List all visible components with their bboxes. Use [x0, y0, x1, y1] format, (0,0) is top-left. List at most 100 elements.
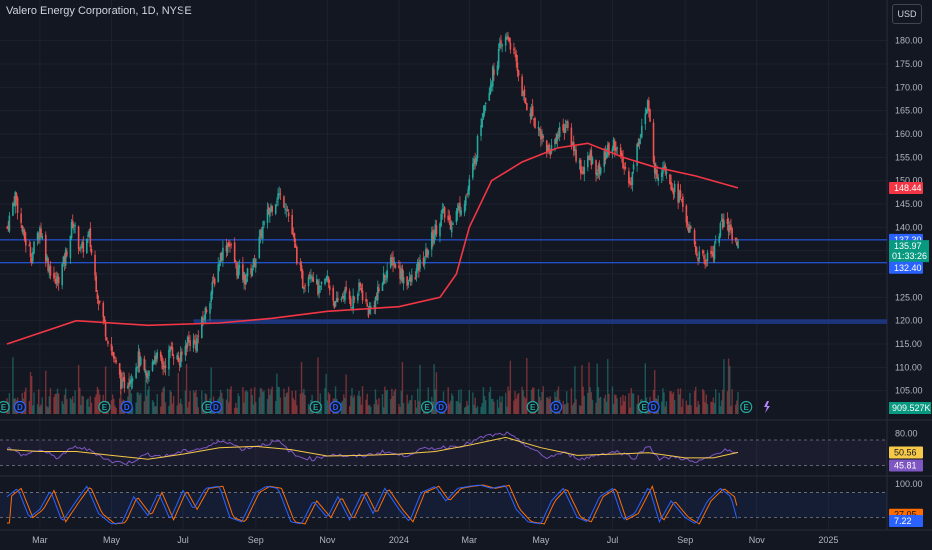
volume-bar [624, 395, 627, 414]
candle [312, 277, 315, 282]
candle [726, 218, 729, 225]
volume-bar [96, 386, 99, 414]
candle [582, 171, 584, 175]
candle [687, 226, 690, 233]
time-tick-label: Jul [607, 535, 619, 545]
dividend-marker[interactable]: D [329, 400, 342, 414]
candle [243, 272, 245, 283]
candle [547, 146, 549, 151]
volume-bar [246, 391, 249, 414]
candle [456, 208, 459, 214]
volume-bar [611, 386, 614, 414]
candle [408, 278, 411, 282]
candle [217, 264, 220, 283]
candle [211, 281, 214, 295]
candle [238, 264, 241, 269]
candle [443, 207, 446, 218]
currency-button[interactable]: USD [892, 4, 922, 24]
volume-bar [480, 406, 482, 414]
candle [202, 318, 204, 321]
earnings-marker[interactable]: E [0, 400, 10, 414]
candle [193, 341, 196, 343]
candle [205, 309, 208, 312]
candle [521, 76, 523, 97]
earnings-marker[interactable]: E [420, 400, 434, 414]
time-tick-label: 2025 [818, 535, 838, 545]
volume-bar [591, 399, 594, 414]
stoch-k-value-label-bg [889, 514, 923, 527]
dividend-marker[interactable]: D [13, 400, 27, 414]
volume-bar [351, 388, 353, 414]
volume-bar [302, 392, 304, 414]
candle [624, 166, 627, 169]
dividend-marker[interactable]: D [550, 400, 563, 414]
candle [490, 83, 493, 88]
candle [374, 297, 377, 310]
earnings-marker[interactable]: E [526, 400, 539, 414]
dividend-marker[interactable]: D [209, 400, 222, 414]
volume-bar [172, 395, 175, 414]
volume-bar [546, 397, 548, 414]
candle [291, 215, 293, 235]
candle [144, 371, 147, 374]
candle [455, 211, 458, 223]
time-axis[interactable]: Mar May Jul Sep Nov 2024 Mar May Jul Sep Nov 2025 [32, 535, 838, 545]
volume-bar [394, 388, 397, 414]
candle [328, 285, 331, 291]
rsi-ma-value-label: 50.56 [894, 447, 917, 457]
candle [350, 298, 352, 306]
volume-bars [6, 357, 739, 414]
time-tick-label: Sep [677, 535, 693, 545]
candle [342, 295, 345, 299]
rsi-tick-label: 80.00 [895, 429, 918, 439]
candle [506, 37, 508, 39]
volume-bar [12, 357, 14, 414]
volume-bar [304, 394, 306, 414]
candle [562, 124, 564, 131]
price-axis[interactable]: 105.00 110.00 115.00 120.00 125.00 140.00 145.… [895, 36, 923, 490]
volume-bar [485, 400, 487, 414]
dividend-marker[interactable]: D [120, 400, 133, 414]
candle [88, 230, 90, 236]
candle [373, 305, 376, 308]
support-zone-rect [193, 319, 888, 324]
lower-level-label: 132.40 [894, 263, 922, 273]
dividend-marker[interactable]: D [435, 400, 448, 414]
candle [555, 137, 557, 144]
volume-bar [294, 390, 297, 414]
candle [233, 242, 236, 262]
candle [340, 298, 343, 301]
candle [665, 171, 668, 174]
volume-bar [177, 372, 180, 414]
candle [706, 252, 709, 262]
dividend-marker[interactable]: D [647, 400, 660, 414]
volume-bar [32, 405, 34, 414]
volume-bar [665, 401, 668, 414]
volume-bar [598, 397, 601, 414]
earnings-marker[interactable]: E [309, 400, 322, 414]
volume-bar [378, 398, 380, 414]
volume-bar [65, 388, 67, 414]
volume-bar [129, 389, 131, 414]
candle [669, 174, 671, 184]
volume-bar [55, 393, 58, 414]
volume-bar [245, 390, 248, 414]
volume-bar [300, 361, 303, 414]
candle [131, 378, 134, 382]
earnings-marker[interactable]: E [98, 400, 111, 414]
volume-bar [622, 394, 624, 414]
earnings-marker[interactable]: E [740, 400, 753, 414]
event-marker-circle [209, 400, 222, 414]
candle [685, 205, 688, 223]
volume-bar [468, 390, 471, 414]
candle [69, 235, 72, 259]
volume-bar [94, 397, 96, 414]
candle [219, 253, 222, 262]
volume-bar [358, 391, 360, 414]
volume-bar [463, 407, 466, 414]
horizontal-levels[interactable] [0, 239, 887, 264]
volume-bar [111, 394, 114, 414]
